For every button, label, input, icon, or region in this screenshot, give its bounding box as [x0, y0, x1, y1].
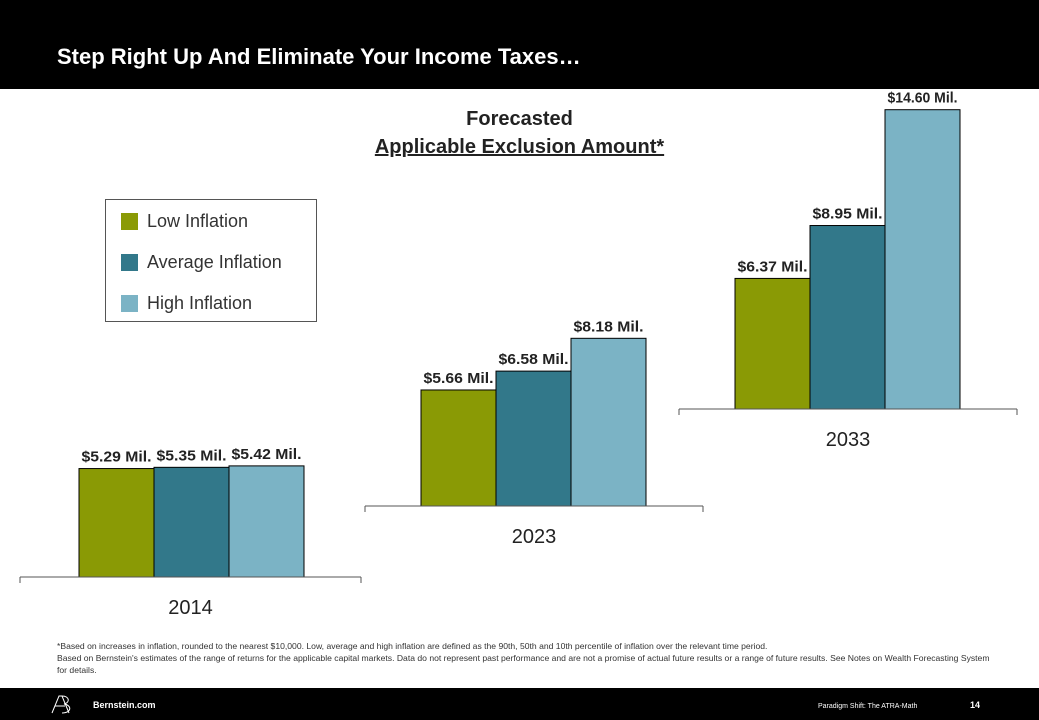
bar-2014-average	[153, 466, 230, 578]
category-label-2023: 2023	[512, 526, 557, 548]
bar-2023-low	[420, 389, 497, 507]
chart-legend: Low Inflation Average Inflation High Inf…	[105, 199, 317, 322]
footer-site-link[interactable]: Bernstein.com	[93, 700, 156, 710]
data-label-2033-high: $14.60 Mil.	[888, 90, 958, 107]
data-label-2033-average: $8.95 Mil.	[813, 206, 883, 223]
footnote: *Based on increases in inflation, rounde…	[57, 640, 997, 676]
bar-2033-average	[809, 225, 886, 410]
slide-title: Step Right Up And Eliminate Your Income …	[57, 44, 581, 69]
bar-2033-high	[884, 109, 961, 410]
data-label-2023-low: $5.66 Mil.	[424, 370, 494, 387]
bar-2014-high	[228, 465, 305, 578]
legend-item-high: High Inflation	[121, 292, 252, 314]
legend-item-average: Average Inflation	[121, 251, 282, 273]
chart-title: Forecasted	[466, 108, 573, 130]
bar-2033-low	[734, 277, 811, 410]
data-label-2033-low: $6.37 Mil.	[738, 258, 808, 275]
data-label-2014-average: $5.35 Mil.	[157, 447, 227, 464]
data-label-2014-low: $5.29 Mil.	[82, 449, 152, 466]
bar-2014-low	[78, 468, 155, 578]
header-bar	[0, 0, 1039, 89]
legend-swatch-average	[121, 253, 138, 271]
legend-label-high: High Inflation	[147, 292, 253, 313]
footnote-line-1: *Based on increases in inflation, rounde…	[57, 641, 768, 651]
bar-2023-average	[495, 370, 572, 507]
page-number: 14	[970, 700, 981, 710]
footer-presentation-name: Paradigm Shift: The ATRA-Math	[818, 703, 918, 710]
data-label-2023-average: $6.58 Mil.	[499, 351, 569, 368]
footer-bar	[0, 688, 1039, 720]
legend-label-average: Average Inflation	[147, 251, 282, 272]
ab-logo-icon	[51, 695, 71, 714]
category-label-2033: 2033	[826, 429, 871, 451]
data-label-2014-high: $5.42 Mil.	[232, 446, 302, 463]
legend-swatch-low	[121, 212, 138, 230]
bar-2023-high	[570, 337, 647, 507]
legend-swatch-high	[121, 294, 138, 312]
legend-item-low: Low Inflation	[121, 210, 248, 232]
chart-subtitle: Applicable Exclusion Amount*	[374, 136, 665, 158]
legend-label-low: Low Inflation	[147, 210, 249, 231]
data-label-2023-high: $8.18 Mil.	[574, 318, 644, 335]
bar-chart: $5.29 Mil. $5.35 Mil. $5.42 Mil. 2014 $5.66 …	[19, 90, 1018, 619]
category-label-2014: 2014	[168, 597, 213, 619]
footnote-line-2: Based on Bernstein's estimates of the ra…	[57, 653, 990, 675]
